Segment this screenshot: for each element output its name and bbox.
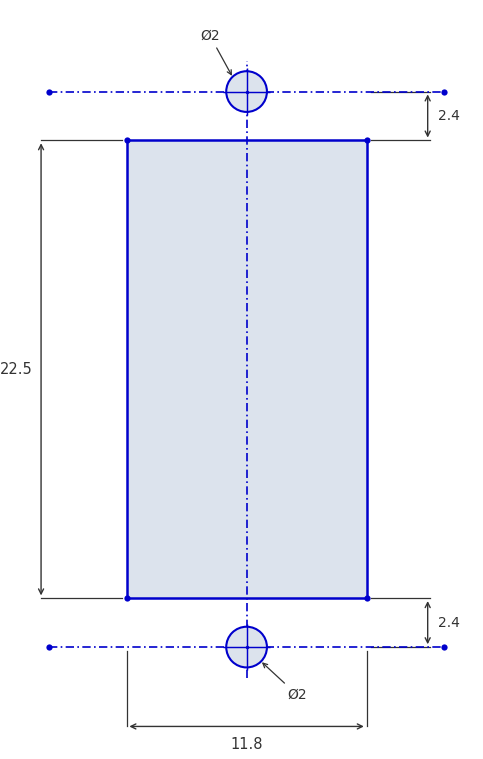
Text: Ø2: Ø2: [263, 663, 307, 702]
Text: 11.8: 11.8: [230, 737, 263, 751]
Text: Ø2: Ø2: [200, 29, 231, 74]
Text: 22.5: 22.5: [0, 362, 33, 376]
Text: 2.4: 2.4: [438, 616, 460, 630]
Circle shape: [226, 71, 267, 112]
Circle shape: [226, 627, 267, 667]
Text: 2.4: 2.4: [438, 109, 460, 123]
Bar: [127, 140, 367, 598]
